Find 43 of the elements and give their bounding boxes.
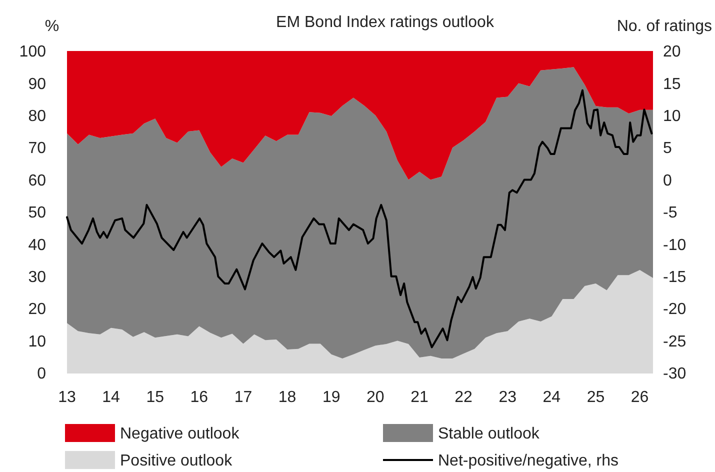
y2-tick-label: -5 xyxy=(663,204,678,222)
y2-tick-label: -20 xyxy=(663,301,686,318)
x-tick-label: 15 xyxy=(146,389,164,406)
x-tick-label: 19 xyxy=(322,389,340,406)
legend-label: Net-positive/negative, rhs xyxy=(438,452,619,470)
x-tick-label: 23 xyxy=(498,389,517,406)
y-tick-label: 70 xyxy=(28,140,46,158)
y-axis-title: % xyxy=(44,18,60,35)
y2-tick-label: 20 xyxy=(663,44,681,61)
x-tick-label: 21 xyxy=(410,389,428,406)
y-tick-label: 20 xyxy=(28,301,46,318)
y2-tick-label: 10 xyxy=(663,108,681,125)
y2-tick-label: 0 xyxy=(663,172,672,190)
y-tick-label: 100 xyxy=(19,44,46,61)
y-tick-label: 90 xyxy=(28,76,46,93)
y2-tick-label: -10 xyxy=(663,236,686,254)
x-tick-label: 14 xyxy=(102,389,120,406)
y-tick-label: 30 xyxy=(28,269,46,286)
x-tick-label: 18 xyxy=(278,389,296,406)
legend-label: Positive outlook xyxy=(120,452,234,470)
x-tick-label: 25 xyxy=(586,389,605,406)
x-tick-label: 20 xyxy=(366,389,384,406)
x-tick-label: 17 xyxy=(234,389,252,406)
y2-tick-label: 15 xyxy=(663,76,681,93)
y2-tick-label: -30 xyxy=(663,366,686,383)
y-tick-label: 40 xyxy=(28,236,46,254)
x-tick-label: 16 xyxy=(190,389,208,406)
legend-label: Negative outlook xyxy=(120,426,240,443)
y-tick-label: 0 xyxy=(37,366,46,383)
y-tick-label: 80 xyxy=(28,108,46,125)
y-tick-label: 10 xyxy=(28,333,46,350)
x-tick-label: 24 xyxy=(542,389,561,406)
y2-tick-label: 5 xyxy=(663,140,672,158)
y2-axis-title: No. of ratings xyxy=(616,18,712,35)
y-tick-label: 50 xyxy=(28,204,46,222)
x-tick-label: 13 xyxy=(58,389,76,406)
y2-tick-label: -25 xyxy=(663,333,686,350)
y2-tick-label: -15 xyxy=(663,269,686,286)
y-tick-label: 60 xyxy=(28,172,46,190)
x-tick-label: 22 xyxy=(454,389,473,406)
legend-label: Stable outlook xyxy=(438,426,540,443)
x-tick-label: 26 xyxy=(630,389,649,406)
chart-title: EM Bond Index ratings outlook xyxy=(276,14,495,31)
